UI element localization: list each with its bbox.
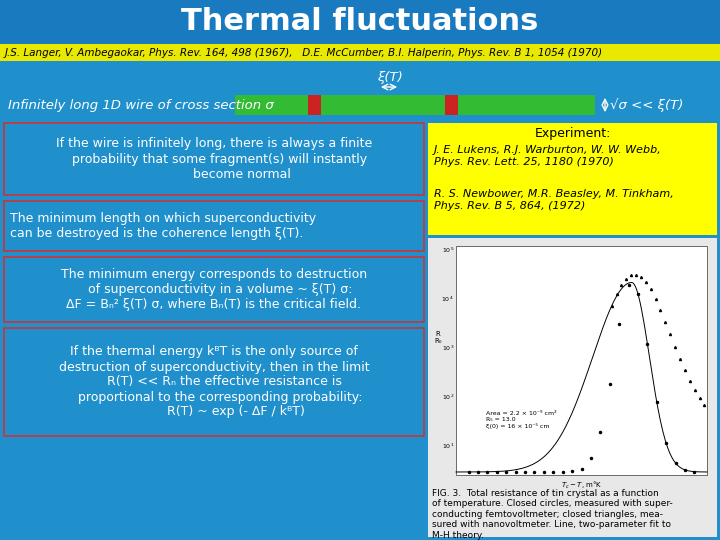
Bar (4, 257, 424, 322)
Text: $T_c - T$, m°K: $T_c - T$, m°K (561, 480, 602, 491)
Text: If the thermal energy kᴮT is the only source of
destruction of superconductivity: If the thermal energy kᴮT is the only so… (59, 346, 369, 418)
Bar (428, 123, 717, 235)
Bar (4, 328, 424, 436)
Text: J. E. Lukens, R.J. Warburton, W. W. Webb,
Phys. Rev. Lett. 25, 1180 (1970): J. E. Lukens, R.J. Warburton, W. W. Webb… (434, 145, 662, 167)
Bar (456, 246, 707, 475)
Text: $10^4$: $10^4$ (441, 294, 454, 304)
Text: The minimum energy corresponds to destruction
   of superconductivity in a volum: The minimum energy corresponds to destru… (61, 268, 367, 311)
Bar (4, 201, 424, 251)
Text: If the wire is infinitely long, there is always a finite
   probability that som: If the wire is infinitely long, there is… (56, 138, 372, 180)
Bar (235, 95, 595, 115)
Bar (307, 95, 320, 115)
Text: Area = 2.2 × 10⁻⁹ cm²
R₅ = 13.0
ξ(0) = 16 × 10⁻⁵ cm: Area = 2.2 × 10⁻⁹ cm² R₅ = 13.0 ξ(0) = 1… (486, 411, 557, 429)
Text: $10^5$: $10^5$ (441, 245, 454, 255)
Bar (0, 61, 720, 540)
Bar (0, 44, 720, 61)
Text: ξ(T): ξ(T) (377, 71, 403, 84)
Text: $10^3$: $10^3$ (441, 343, 454, 353)
Text: J.S. Langer, V. Ambegaokar, Phys. Rev. 164, 498 (1967),   D.E. McCumber, B.I. Ha: J.S. Langer, V. Ambegaokar, Phys. Rev. 1… (5, 48, 603, 57)
Text: R
R₀: R R₀ (434, 331, 442, 344)
Text: Thermal fluctuations: Thermal fluctuations (181, 8, 539, 37)
Text: $10^1$: $10^1$ (441, 442, 454, 451)
Text: $10^2$: $10^2$ (441, 393, 454, 402)
Text: R. S. Newbower, M.R. Beasley, M. Tinkham,
Phys. Rev. B 5, 864, (1972): R. S. Newbower, M.R. Beasley, M. Tinkham… (434, 189, 674, 211)
Text: Experiment:: Experiment: (534, 126, 611, 139)
Bar (444, 95, 457, 115)
Bar (0, 0, 720, 44)
Text: FIG. 3.  Total resistance of tin crystal as a function
of temperature. Closed ci: FIG. 3. Total resistance of tin crystal … (432, 489, 672, 539)
Bar (4, 123, 424, 195)
Text: The minimum length on which superconductivity
can be destroyed is the coherence : The minimum length on which superconduct… (10, 212, 316, 240)
Text: Infinitely long 1D wire of cross section σ: Infinitely long 1D wire of cross section… (8, 98, 274, 111)
Text: √σ << ξ(T): √σ << ξ(T) (610, 98, 683, 112)
Bar (428, 238, 717, 537)
